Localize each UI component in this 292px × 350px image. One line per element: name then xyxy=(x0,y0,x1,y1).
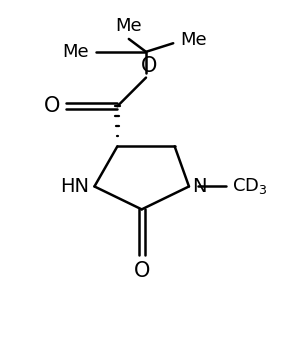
Text: Me: Me xyxy=(180,32,207,49)
Text: O: O xyxy=(44,96,60,116)
Text: O: O xyxy=(133,261,150,281)
Text: N: N xyxy=(192,177,206,196)
Text: Me: Me xyxy=(116,17,142,35)
Text: HN: HN xyxy=(60,177,89,196)
Text: Me: Me xyxy=(62,43,89,61)
Text: CD$_3$: CD$_3$ xyxy=(232,176,267,196)
Text: O: O xyxy=(141,56,157,76)
